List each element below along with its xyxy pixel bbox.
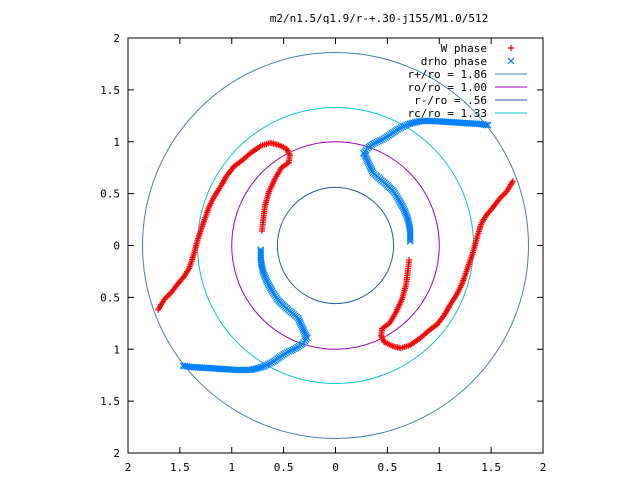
point-s0-a1-48	[258, 227, 265, 234]
point-s1-a1-3	[363, 155, 371, 163]
x-tick-label-5: 0.5	[377, 461, 397, 474]
point-s0-a0-113	[164, 293, 171, 300]
reference-circle-0	[142, 52, 529, 439]
reference-circle-1	[231, 141, 440, 350]
point-s1-a3-0	[303, 333, 310, 341]
point-s1-a1-1	[361, 152, 369, 160]
point-s1-a1-8	[367, 164, 375, 172]
point-s1-a0-11	[376, 137, 384, 144]
point-s1-a3-55	[257, 246, 265, 254]
point-s1-a3-7	[297, 321, 305, 329]
legend-label-2: r+/ro = 1.86	[408, 68, 487, 81]
point-s1-a0-22	[394, 125, 402, 133]
x-tick-label-8: 2	[540, 461, 547, 474]
y-tick-label-0: 2	[113, 447, 120, 460]
y-tick-label-4: 0	[113, 240, 120, 253]
reference-circle-2	[276, 186, 395, 305]
y-tick-label-6: 1	[113, 136, 120, 149]
point-s1-a3-4	[300, 326, 307, 334]
point-s1-a1-4	[364, 157, 371, 165]
point-s1-a1-9	[367, 166, 375, 173]
point-s1-a0-8	[371, 139, 379, 147]
point-s1-a2-23	[268, 359, 275, 366]
y-tick-label-2: 1	[113, 343, 120, 356]
point-s1-a2-24	[266, 360, 274, 367]
legend-label-0: W phase	[441, 42, 487, 55]
point-s1-a0-10	[375, 137, 382, 145]
point-s1-a2-26	[262, 361, 270, 369]
x-tick-label-4: 0	[332, 461, 339, 474]
point-s1-a0-69	[482, 121, 490, 129]
point-s1-a3-2	[301, 329, 309, 337]
point-s1-a1-6	[365, 160, 373, 168]
point-s1-a0-9	[373, 138, 381, 146]
y-tick-label-3: 0.5	[100, 291, 120, 304]
point-s1-a0-26	[401, 122, 409, 130]
point-s1-a2-8	[292, 344, 300, 352]
point-s1-a3-5	[299, 324, 307, 332]
legend-marker-1	[507, 57, 515, 65]
axis-ticks: 2 1.5 1 0.5 0 0.5 1 1.5 221.510.500.511.52	[100, 32, 546, 474]
point-s0-a2-112	[499, 192, 506, 199]
x-tick-label-7: 1.5	[481, 461, 501, 474]
x-tick-label-3: 0.5	[274, 461, 294, 474]
point-s0-a2-121	[509, 178, 516, 185]
point-s1-a3-3	[300, 328, 308, 336]
point-s1-a2-22	[269, 358, 277, 366]
x-tick-label-0: 2	[125, 461, 132, 474]
point-s1-a1-0	[361, 150, 368, 158]
point-s1-a2-11	[287, 347, 295, 354]
point-s1-a1-5	[364, 159, 372, 167]
legend-label-4: r-/ro = .56	[414, 94, 487, 107]
point-s0-a0-112	[165, 292, 172, 299]
x-tick-label-6: 1	[436, 461, 443, 474]
point-s1-a0-25	[399, 123, 407, 131]
point-s0-a0-121	[155, 306, 162, 313]
legend-label-5: rc/ro = 1.33	[408, 107, 487, 120]
point-s1-a1-55	[406, 237, 414, 245]
point-s1-a3-8	[296, 319, 304, 327]
x-tick-label-1: 1.5	[170, 461, 190, 474]
x-tick-label-2: 1	[228, 461, 235, 474]
reference-circle-3	[197, 107, 474, 384]
point-s1-a2-25	[264, 360, 272, 368]
point-s1-a1-54	[406, 236, 414, 244]
point-s1-a2-69	[181, 362, 189, 370]
chart-title: m2/n1.5/q1.9/r-+.30-j155/M1.0/512	[270, 12, 489, 25]
point-s1-a2-10	[289, 346, 296, 354]
y-tick-label-5: 0.5	[100, 188, 120, 201]
phase-markers	[155, 117, 516, 374]
y-tick-label-1: 1.5	[100, 395, 120, 408]
point-s1-a3-9	[296, 318, 304, 325]
point-s1-a0-23	[396, 125, 403, 132]
point-s1-a0-70	[484, 121, 492, 129]
point-s1-a3-54	[257, 247, 265, 255]
point-s1-a2-9	[290, 345, 298, 353]
point-s1-a1-7	[366, 162, 374, 170]
y-tick-label-8: 2	[113, 32, 120, 45]
legend-label-1: drho phase	[421, 55, 487, 68]
point-s1-a3-6	[298, 323, 306, 331]
point-s1-a0-24	[397, 124, 405, 131]
legend-marker-0	[508, 45, 514, 51]
legend-label-3: ro/ro = 1.00	[408, 81, 487, 94]
point-s0-a2-113	[500, 191, 507, 198]
point-s1-a3-1	[302, 331, 310, 339]
point-s0-a3-48	[406, 257, 413, 264]
y-tick-label-7: 1.5	[100, 84, 120, 97]
point-s1-a2-70	[179, 362, 187, 370]
point-s1-a1-2	[362, 154, 370, 162]
